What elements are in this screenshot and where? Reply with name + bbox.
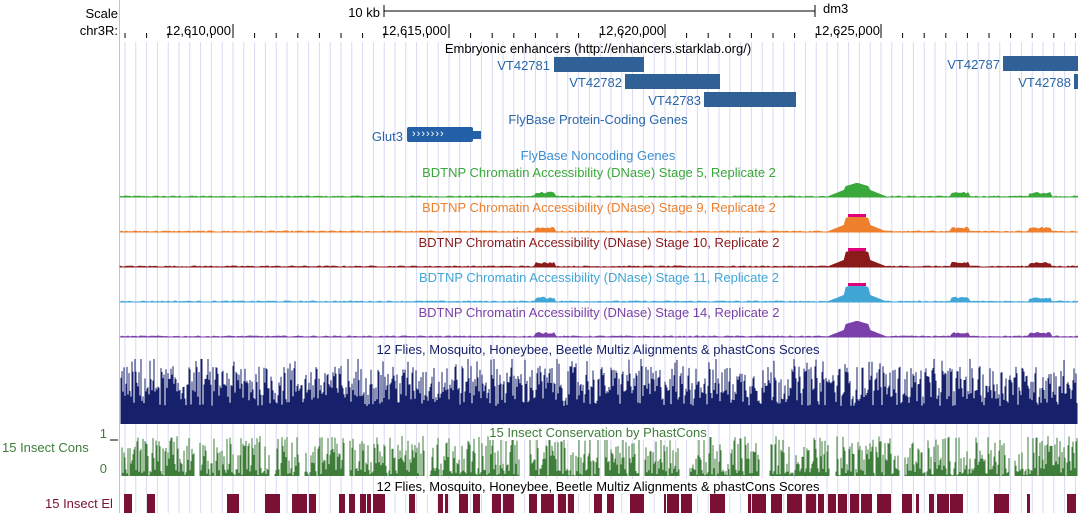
conserved-element: [339, 494, 345, 513]
conserved-element: [124, 494, 132, 513]
conserved-element: [806, 494, 816, 513]
chrom-label[interactable]: chr3R:: [79, 23, 118, 38]
conserved-element: [950, 494, 963, 513]
cons-ymax-label: 1: [99, 426, 107, 441]
conserved-element: [902, 494, 912, 513]
enhancer-label[interactable]: VT42782: [569, 75, 622, 90]
conserved-element: [492, 494, 501, 513]
conserved-element: [664, 494, 666, 513]
elements-track-title[interactable]: 12 Flies, Mosquito, Honeybee, Beetle Mul…: [376, 479, 820, 494]
conserved-element: [752, 494, 766, 513]
peak-clip-marker: [848, 283, 866, 286]
conserved-element: [787, 494, 802, 513]
conserved-element: [748, 494, 751, 513]
conserved-element: [360, 494, 366, 513]
conserved-element: [409, 494, 415, 513]
enhancer-label[interactable]: VT42781: [497, 58, 550, 73]
conserved-element: [828, 494, 836, 513]
conserved-element: [227, 494, 239, 513]
conserved-element: [607, 494, 614, 513]
conserved-element: [630, 494, 644, 513]
dnase-track-title[interactable]: BDTNP Chromatin Accessibility (DNase) St…: [422, 165, 776, 180]
conserved-element: [1027, 494, 1030, 513]
conserved-element: [147, 494, 155, 513]
conserved-element: [473, 494, 480, 513]
conserved-element: [503, 494, 514, 513]
dnase-track-title[interactable]: BDTNP Chromatin Accessibility (DNase) St…: [418, 270, 780, 285]
ruler-position: 12,615,000: [381, 23, 447, 38]
conserved-element: [558, 494, 566, 513]
conserved-element: [367, 494, 371, 513]
elements-side-label[interactable]: 15 Insect El: [45, 496, 113, 511]
enhancer-label[interactable]: VT42787: [947, 57, 1000, 72]
conserved-element: [937, 494, 949, 513]
dnase-signal: [119, 215, 1078, 233]
scale-label: Scale: [85, 6, 118, 21]
conserved-element: [818, 494, 824, 513]
enhancer-label[interactable]: VT42783: [648, 93, 701, 108]
enhancer-feature[interactable]: [704, 92, 796, 107]
conserved-element: [861, 494, 872, 513]
dnase-track-title[interactable]: BDTNP Chromatin Accessibility (DNase) St…: [422, 200, 776, 215]
multiz-track-title[interactable]: 12 Flies, Mosquito, Honeybee, Beetle Mul…: [376, 342, 820, 357]
conserved-element: [667, 494, 679, 513]
conserved-element: [309, 494, 316, 513]
ruler-position: 12,620,000: [598, 23, 664, 38]
dnase-track-title[interactable]: BDTNP Chromatin Accessibility (DNase) St…: [418, 235, 780, 250]
dnase-signal: [119, 321, 1078, 338]
conserved-element: [1067, 494, 1076, 513]
dnase-signal: [119, 249, 1078, 268]
conserved-element: [710, 494, 725, 513]
cons-ymin-label: 0: [99, 461, 107, 476]
conserved-element: [594, 494, 602, 513]
conserved-element: [771, 494, 782, 513]
assembly-label: dm3: [823, 1, 849, 16]
conserved-element: [292, 494, 307, 513]
conserved-element: [265, 494, 280, 513]
strand-arrows-icon: ›››››››: [412, 128, 445, 140]
noncoding-track-title[interactable]: FlyBase Noncoding Genes: [520, 148, 676, 163]
peak-clip-marker: [848, 214, 866, 217]
conserved-element: [994, 494, 1009, 513]
enhancer-feature[interactable]: [1074, 74, 1078, 89]
conserved-element: [349, 494, 355, 513]
conserved-element: [459, 494, 468, 513]
conserved-element: [529, 494, 537, 513]
conserved-element: [438, 494, 443, 513]
peak-clip-marker: [848, 248, 866, 251]
cons-track-title[interactable]: 15 Insect Conservation by PhastCons: [489, 425, 707, 440]
cons-side-label[interactable]: 15 Insect Cons: [2, 440, 89, 455]
enhancers-track-title[interactable]: Embryonic enhancers (http://enhancers.st…: [444, 41, 752, 56]
conserved-element: [929, 494, 934, 513]
scale-bar-label: 10 kb: [348, 5, 380, 20]
conserved-element: [568, 494, 574, 513]
ruler-position: 12,610,000: [165, 23, 231, 38]
gene-label[interactable]: Glut3: [371, 129, 403, 144]
enhancer-label[interactable]: VT42788: [1018, 75, 1071, 90]
enhancer-feature[interactable]: [554, 57, 644, 72]
conserved-element: [877, 494, 891, 513]
conserved-element: [541, 494, 554, 513]
dnase-signal: [119, 183, 1078, 198]
conserved-element: [373, 494, 385, 513]
enhancer-feature[interactable]: [625, 74, 720, 89]
conserved-element: [838, 494, 847, 513]
conserved-element: [916, 494, 919, 513]
conserved-element: [445, 494, 448, 513]
conserved-element: [681, 494, 692, 513]
gene-model[interactable]: [407, 127, 473, 142]
ruler-position: 12,625,000: [814, 23, 880, 38]
enhancer-feature[interactable]: [1003, 56, 1078, 71]
conserved-element: [850, 494, 859, 513]
dnase-signal: [119, 284, 1078, 303]
protein-coding-track-title[interactable]: FlyBase Protein-Coding Genes: [508, 112, 688, 127]
gene-utr[interactable]: [472, 131, 481, 139]
dnase-track-title[interactable]: BDTNP Chromatin Accessibility (DNase) St…: [418, 305, 780, 320]
